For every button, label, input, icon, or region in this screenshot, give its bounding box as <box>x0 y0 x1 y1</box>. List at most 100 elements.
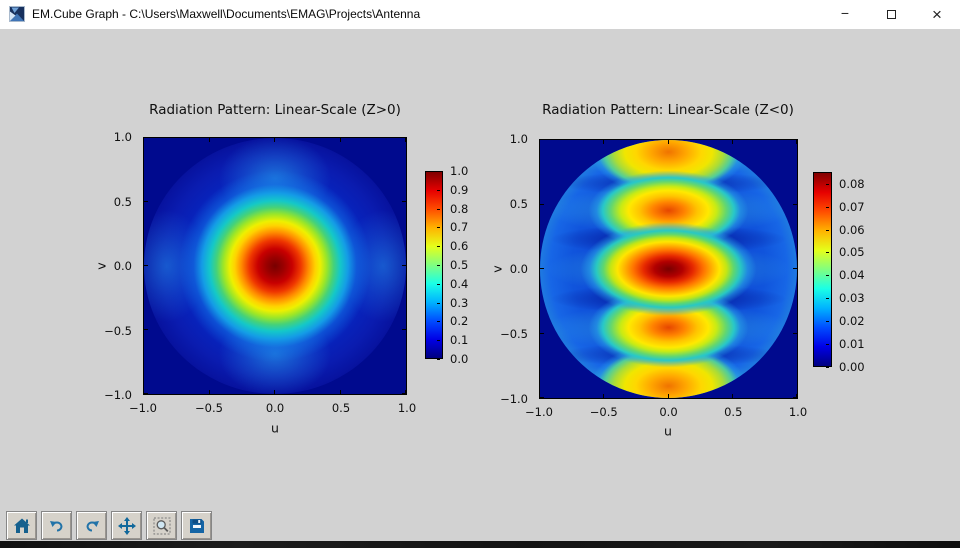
left-plot-heatmap <box>144 138 406 394</box>
axis-tick-mark <box>339 390 341 394</box>
colorbar-tick-mark <box>826 298 829 300</box>
zoom-to-rect-button[interactable] <box>146 511 177 540</box>
left-plot-xlabel: u <box>271 420 279 436</box>
ytick-label: −0.5 <box>104 323 132 338</box>
axis-tick-mark <box>339 138 341 142</box>
taskbar-edge-strip <box>0 541 960 548</box>
ytick-label: −1.0 <box>500 392 528 406</box>
axis-tick-mark <box>793 203 797 205</box>
colorbar-tick-label: 0.06 <box>839 222 865 237</box>
right-plot-xtick-labels: −1.0 −0.5 0.0 0.5 1.0 <box>525 403 807 419</box>
close-button[interactable]: × <box>932 4 942 24</box>
colorbar-tick-label: 0.5 <box>450 258 469 272</box>
axis-tick-mark <box>405 390 406 394</box>
xtick-label: 0.5 <box>331 401 351 415</box>
figure-canvas[interactable]: Radiation Pattern: Linear-Scale (Z>0) v … <box>0 29 960 505</box>
colorbar-tick-label: 0.3 <box>450 295 469 310</box>
titlebar[interactable]: EM.Cube Graph - C:\Users\Maxwell\Documen… <box>0 0 960 29</box>
colorbar-tick-label: 0.05 <box>839 245 865 260</box>
colorbar-tick-label: 0.8 <box>450 201 469 216</box>
colorbar-tick-mark <box>437 302 440 304</box>
ytick-label: 1.0 <box>509 132 528 146</box>
ytick-label: 0.0 <box>113 259 132 273</box>
colorbar-tick-mark <box>437 208 440 210</box>
axis-tick-mark <box>796 394 797 398</box>
pan-button[interactable] <box>111 511 142 540</box>
axis-tick-mark <box>793 397 797 398</box>
axis-tick-mark <box>540 203 544 205</box>
xtick-label: 0.5 <box>724 405 743 419</box>
axis-tick-mark <box>402 265 406 266</box>
axis-tick-mark <box>539 394 540 398</box>
maximize-button[interactable] <box>868 0 914 29</box>
right-plot-heatmap <box>540 140 797 398</box>
colorbar-tick-mark <box>437 340 440 342</box>
colorbar-tick-label: 0.4 <box>450 276 469 291</box>
right-plot-axes <box>539 139 798 399</box>
xtick-label: −1.0 <box>525 405 553 419</box>
colorbar-tick-label: 0.03 <box>839 291 865 306</box>
left-plot-xtick-labels: −1.0 −0.5 0.0 0.5 1.0 <box>129 399 416 415</box>
colorbar-tick-mark <box>437 359 440 360</box>
axis-tick-mark <box>274 138 275 142</box>
xtick-label: 0.0 <box>659 405 678 419</box>
colorbar-tick-label: 0.07 <box>839 199 865 214</box>
forward-button[interactable] <box>76 511 107 540</box>
axis-tick-mark <box>540 397 544 398</box>
em-cube-logo-icon <box>9 6 25 22</box>
axis-tick-mark <box>405 138 406 142</box>
colorbar-tick-label: 0.1 <box>450 333 469 348</box>
right-plot-colorbar-labels: 0.08 0.07 0.06 0.05 0.04 0.03 0.02 0.01 0.00 <box>826 172 874 374</box>
axis-tick-mark <box>540 268 544 269</box>
move-arrows-icon <box>117 516 136 535</box>
undo-arrow-icon <box>49 520 62 531</box>
xtick-label: −0.5 <box>195 401 223 415</box>
home-icon <box>13 518 30 533</box>
minimize-button[interactable]: − <box>840 4 850 21</box>
colorbar-tick-label: 0.08 <box>839 176 865 191</box>
axis-tick-mark <box>731 140 733 144</box>
axis-tick-mark <box>274 390 275 394</box>
colorbar-tick-mark <box>437 283 440 285</box>
colorbar-tick-mark <box>826 229 829 231</box>
save-button[interactable] <box>181 511 212 540</box>
colorbar-tick-label: 0.0 <box>450 352 469 366</box>
colorbar-tick-label: 0.04 <box>839 268 865 283</box>
colorbar-tick-label: 0.2 <box>450 314 469 329</box>
colorbar-tick-label: 0.9 <box>450 182 469 197</box>
colorbar-tick-mark <box>826 275 829 277</box>
axis-tick-mark <box>402 393 406 394</box>
axis-tick-mark <box>143 138 144 142</box>
axis-tick-mark <box>539 140 540 144</box>
axis-tick-mark <box>540 139 544 140</box>
back-button[interactable] <box>41 511 72 540</box>
xtick-label: 1.0 <box>397 401 417 415</box>
xtick-label: −1.0 <box>129 401 157 415</box>
colorbar-tick-mark <box>437 321 440 323</box>
ytick-label: −0.5 <box>500 327 528 341</box>
window-title: EM.Cube Graph - C:\Users\Maxwell\Documen… <box>32 7 421 21</box>
colorbar-tick-mark <box>826 321 829 323</box>
axis-tick-mark <box>402 201 406 202</box>
ytick-label: 1.0 <box>113 130 132 144</box>
axis-tick-mark <box>208 390 210 394</box>
axis-tick-mark <box>143 390 144 394</box>
home-button[interactable] <box>6 511 37 540</box>
axis-tick-mark <box>603 140 605 144</box>
colorbar-tick-mark <box>437 246 440 248</box>
colorbar-tick-mark <box>826 183 829 185</box>
axis-tick-mark <box>603 394 605 398</box>
axis-tick-mark <box>402 329 406 330</box>
left-plot-colorbar-labels: 1.0 0.9 0.8 0.7 0.6 0.5 0.4 0.3 0.2 0.1 0.0 <box>437 164 479 366</box>
colorbar-tick-mark <box>437 227 440 229</box>
axis-tick-mark <box>796 140 797 144</box>
right-plot-colorbar <box>813 172 832 367</box>
axis-tick-mark <box>144 329 148 330</box>
window-controls: − × <box>822 0 960 29</box>
colorbar-tick-mark <box>826 206 829 208</box>
axis-tick-mark <box>667 394 669 398</box>
navigation-toolbar <box>0 505 960 541</box>
right-plot-ytick-labels: 1.0 0.5 0.0 −0.5 −1.0 <box>483 132 533 406</box>
axis-tick-mark <box>144 393 148 394</box>
